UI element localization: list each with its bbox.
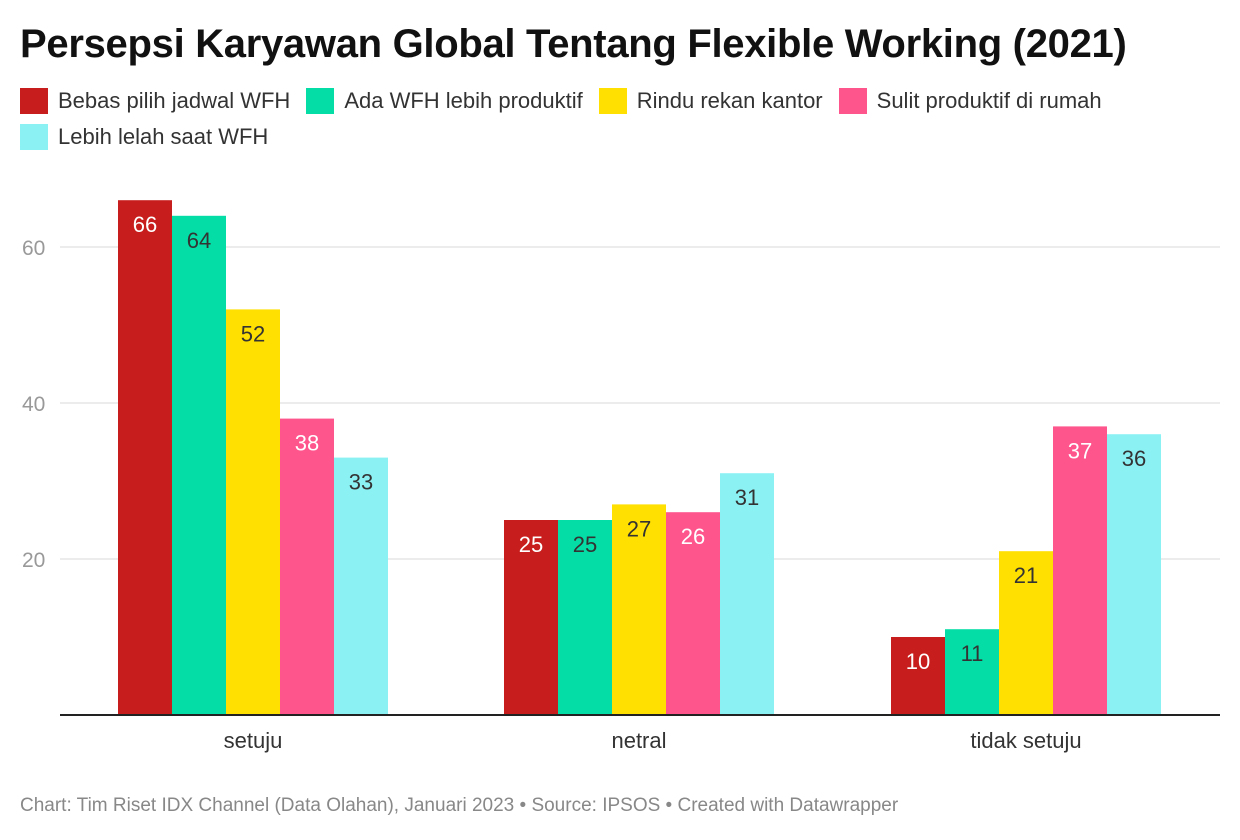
bar-value-label: 21 <box>1014 563 1038 588</box>
bar <box>558 520 612 715</box>
bar <box>280 418 334 715</box>
bar <box>612 504 666 715</box>
legend-item: Lebih lelah saat WFH <box>20 124 268 150</box>
bar-value-label: 33 <box>349 470 373 495</box>
legend-swatch <box>20 124 48 150</box>
y-tick-label: 40 <box>22 393 45 416</box>
legend-item: Bebas pilih jadwal WFH <box>20 88 290 114</box>
chart-title: Persepsi Karyawan Global Tentang Flexibl… <box>20 22 1127 66</box>
bar <box>1053 426 1107 715</box>
bar-value-label: 66 <box>133 212 157 237</box>
bar <box>666 512 720 715</box>
bar <box>999 551 1053 715</box>
legend-label: Rindu rekan kantor <box>636 88 823 113</box>
bar-value-label: 25 <box>519 532 543 557</box>
bar <box>226 309 280 715</box>
bar <box>1107 434 1161 715</box>
bar <box>720 473 774 715</box>
bar <box>118 200 172 715</box>
bar-value-label: 37 <box>1068 438 1092 463</box>
legend-item: Ada WFH lebih produktif <box>306 88 583 114</box>
legend-swatch <box>598 88 627 114</box>
legend-swatch <box>20 88 48 114</box>
legend-swatch <box>838 88 867 114</box>
x-category-label: netral <box>611 728 666 753</box>
x-category-label: tidak setuju <box>970 728 1081 753</box>
bar-value-label: 52 <box>241 321 265 346</box>
legend-label: Lebih lelah saat WFH <box>58 124 269 149</box>
bar-value-label: 11 <box>961 641 984 666</box>
bar-value-label: 26 <box>681 524 705 549</box>
y-tick-label: 20 <box>22 549 45 572</box>
legend-label: Ada WFH lebih produktif <box>344 88 583 113</box>
bar-value-label: 31 <box>735 485 759 510</box>
legend-item: Rindu rekan kantor <box>598 88 823 114</box>
bar-value-label: 36 <box>1122 446 1146 471</box>
legend-label: Bebas pilih jadwal WFH <box>58 88 291 113</box>
bar <box>172 215 226 716</box>
y-tick-label: 60 <box>22 237 45 260</box>
x-category-label: setuju <box>224 728 283 753</box>
bar <box>334 457 388 715</box>
chart-footer: Chart: Tim Riset IDX Channel (Data Olaha… <box>20 795 899 816</box>
legend: Bebas pilih jadwal WFH Ada WFH lebih prod… <box>20 88 1220 150</box>
bar-value-label: 25 <box>573 532 597 557</box>
bar <box>945 629 999 715</box>
bar <box>891 637 945 715</box>
bar-value-label: 38 <box>295 431 319 456</box>
legend-label: Sulit produktif di rumah <box>876 88 1102 113</box>
legend-swatch <box>306 88 335 114</box>
bar-value-label: 10 <box>906 649 930 674</box>
bar-value-label: 27 <box>627 516 651 541</box>
bar <box>504 520 558 715</box>
bar-value-label: 64 <box>187 228 211 253</box>
legend-item: Sulit produktif di rumah <box>838 88 1102 114</box>
